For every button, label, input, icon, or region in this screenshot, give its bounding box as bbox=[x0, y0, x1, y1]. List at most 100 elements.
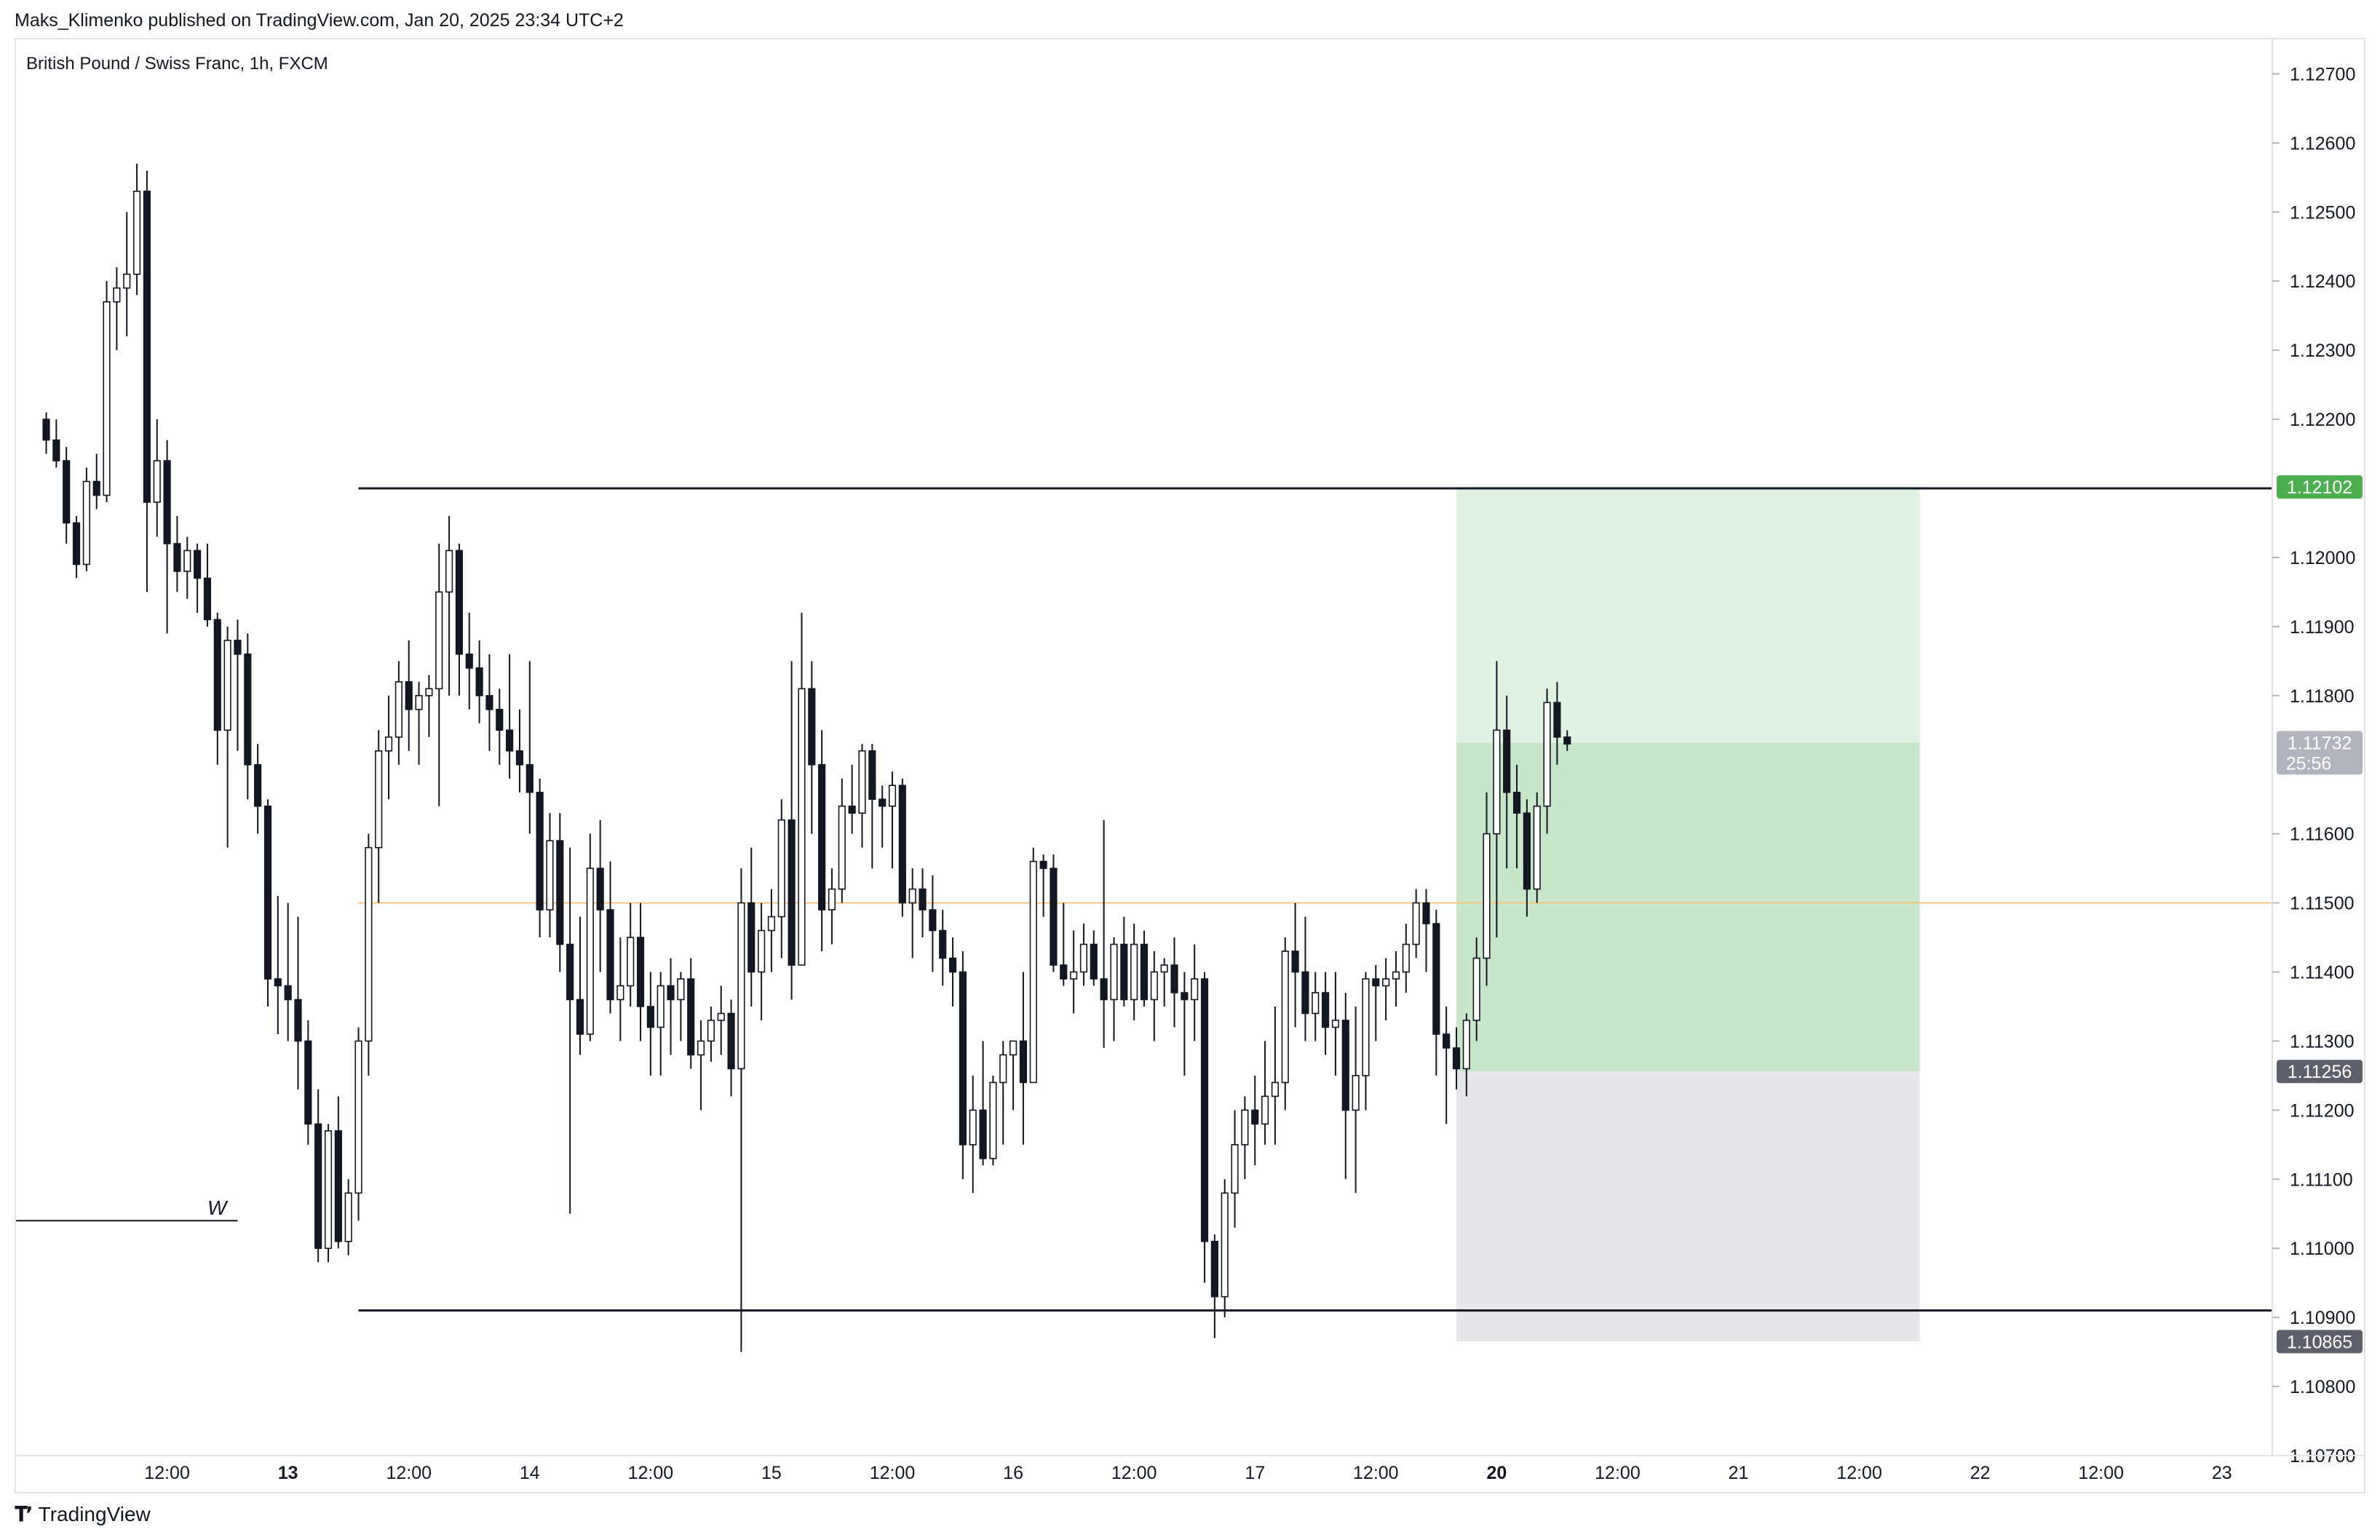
candle-body-97 bbox=[1019, 1040, 1028, 1084]
y-tick-label-11: 1.11900 bbox=[2290, 617, 2355, 638]
candle-body-111 bbox=[1160, 964, 1168, 973]
candles bbox=[42, 163, 1571, 1352]
candle-body-46 bbox=[506, 729, 514, 752]
candle-body-7 bbox=[113, 287, 121, 303]
candle-body-58 bbox=[627, 937, 635, 987]
x-tick-label-12: 12:00 bbox=[1595, 1463, 1641, 1483]
target-zone-lower bbox=[1456, 742, 1920, 1072]
candle-body-126 bbox=[1312, 992, 1320, 1015]
y-tick-label-7: 1.11400 bbox=[2290, 963, 2355, 983]
candle-body-101 bbox=[1060, 964, 1068, 980]
candle-body-22 bbox=[263, 805, 272, 980]
x-tick-label-13: 21 bbox=[1729, 1463, 1749, 1483]
candle-body-21 bbox=[254, 763, 262, 807]
footer-brand[interactable]: 𝐓’ TradingView bbox=[15, 1502, 151, 1527]
candle-body-11 bbox=[153, 460, 161, 503]
candle-body-9 bbox=[132, 191, 141, 275]
candle-body-43 bbox=[475, 667, 483, 696]
y-tick-label-17: 1.12600 bbox=[2290, 133, 2355, 154]
candle-body-92 bbox=[969, 1109, 977, 1146]
candle-body-13 bbox=[173, 543, 181, 572]
candle-body-91 bbox=[959, 971, 967, 1146]
candle-body-42 bbox=[465, 654, 473, 669]
candle-body-24 bbox=[284, 985, 292, 1001]
candle-body-96 bbox=[1009, 1040, 1018, 1056]
price-tag-3: 1.10865 bbox=[2287, 1332, 2352, 1352]
candle-body-60 bbox=[646, 1006, 654, 1028]
candle-body-118 bbox=[1231, 1144, 1239, 1194]
candle-body-54 bbox=[586, 868, 594, 1035]
y-tick-label-15: 1.12400 bbox=[2290, 271, 2355, 292]
candle-body-131 bbox=[1362, 978, 1370, 1076]
y-tick-label-13: 1.12200 bbox=[2290, 410, 2355, 430]
candle-body-23 bbox=[274, 978, 282, 987]
candle-body-127 bbox=[1322, 992, 1330, 1028]
candle-body-74 bbox=[788, 819, 796, 966]
candle-body-113 bbox=[1181, 992, 1189, 1001]
candle-body-137 bbox=[1422, 902, 1430, 924]
y-tick-label-4: 1.11100 bbox=[2290, 1170, 2353, 1190]
price-tag-bg-0 bbox=[2277, 475, 2363, 499]
candle-body-128 bbox=[1331, 1020, 1340, 1028]
candle-body-55 bbox=[596, 868, 604, 910]
y-tick-label-16: 1.12500 bbox=[2290, 202, 2355, 223]
candle-body-130 bbox=[1352, 1075, 1360, 1111]
price-tag-bg-3 bbox=[2277, 1330, 2363, 1354]
candle-body-149 bbox=[1543, 702, 1551, 807]
x-tick-label-17: 23 bbox=[2212, 1463, 2232, 1483]
candle-body-62 bbox=[667, 985, 675, 1001]
y-tick-label-10: 1.11800 bbox=[2290, 686, 2355, 707]
y-tick-label-8: 1.11500 bbox=[2290, 894, 2355, 914]
candle-body-123 bbox=[1281, 950, 1289, 1084]
candle-body-28 bbox=[324, 1130, 333, 1250]
x-tick-label-10: 12:00 bbox=[1353, 1463, 1399, 1483]
candle-body-84 bbox=[888, 785, 897, 807]
candle-body-44 bbox=[485, 695, 493, 710]
candle-body-145 bbox=[1503, 729, 1511, 793]
x-tick-label-11: 20 bbox=[1486, 1463, 1507, 1483]
candle-body-94 bbox=[989, 1081, 997, 1159]
y-tick-label-14: 1.12300 bbox=[2290, 341, 2355, 361]
candle-body-59 bbox=[636, 937, 645, 1007]
candle-body-148 bbox=[1533, 805, 1541, 890]
candle-body-39 bbox=[435, 591, 443, 690]
price-tag-bg-1 bbox=[2277, 731, 2363, 775]
candle-body-124 bbox=[1291, 950, 1299, 973]
candle-body-57 bbox=[616, 985, 624, 1001]
candle-body-151 bbox=[1563, 736, 1571, 745]
candle-body-120 bbox=[1251, 1109, 1259, 1125]
candle-body-79 bbox=[838, 805, 846, 890]
candle-body-61 bbox=[657, 985, 665, 1028]
candle-body-108 bbox=[1130, 943, 1138, 1001]
y-tick-label-5: 1.11200 bbox=[2290, 1100, 2355, 1121]
candle-body-25 bbox=[294, 999, 302, 1042]
candle-body-65 bbox=[697, 1040, 705, 1056]
candle-body-66 bbox=[707, 1020, 715, 1042]
candle-body-56 bbox=[606, 909, 614, 1001]
candle-body-89 bbox=[939, 929, 947, 959]
candle-body-80 bbox=[848, 805, 856, 814]
candle-body-134 bbox=[1392, 971, 1400, 980]
candle-body-117 bbox=[1221, 1192, 1229, 1298]
candle-body-18 bbox=[223, 640, 231, 731]
y-tick-label-9: 1.11600 bbox=[2290, 825, 2355, 845]
publisher-header: Maks_Klimenko published on TradingView.c… bbox=[15, 10, 624, 31]
candle-body-90 bbox=[948, 957, 957, 973]
candle-body-125 bbox=[1301, 971, 1309, 1015]
y-tick-label-12: 1.12000 bbox=[2290, 548, 2355, 568]
x-tick-label-2: 12:00 bbox=[386, 1463, 432, 1483]
brand-name: TradingView bbox=[38, 1503, 151, 1525]
candle-body-10 bbox=[143, 191, 151, 503]
candle-body-133 bbox=[1382, 978, 1390, 987]
candle-body-121 bbox=[1261, 1095, 1269, 1125]
candle-body-0 bbox=[42, 418, 50, 441]
horizontal-levels: W bbox=[16, 487, 2272, 1312]
candle-body-102 bbox=[1070, 971, 1078, 980]
x-tick-label-14: 12:00 bbox=[1836, 1463, 1882, 1483]
candle-body-103 bbox=[1079, 943, 1088, 973]
candle-body-52 bbox=[566, 943, 574, 1001]
price-tag-2: 1.11256 bbox=[2288, 1062, 2352, 1082]
candle-body-119 bbox=[1241, 1109, 1249, 1146]
